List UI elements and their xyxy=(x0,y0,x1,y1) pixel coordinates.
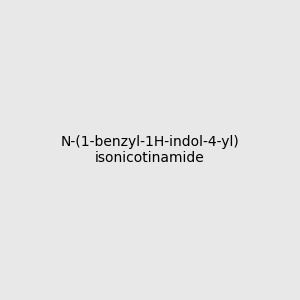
Text: N-(1-benzyl-1H-indol-4-yl)
isonicotinamide: N-(1-benzyl-1H-indol-4-yl) isonicotinami… xyxy=(61,135,239,165)
